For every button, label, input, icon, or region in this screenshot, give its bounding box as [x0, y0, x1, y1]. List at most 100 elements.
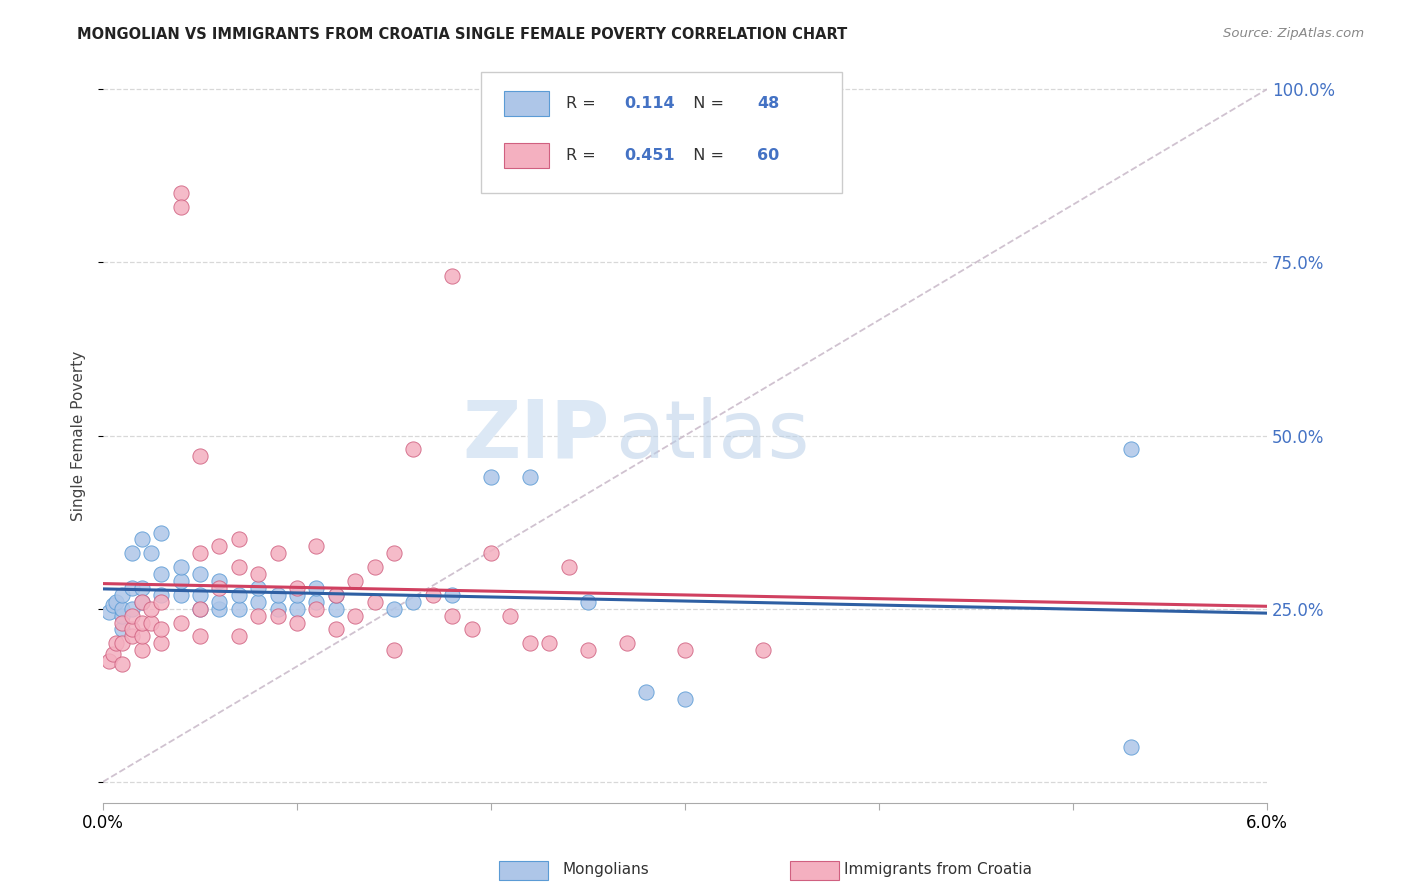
Point	[188, 567, 211, 582]
Point	[188, 450, 211, 464]
Point	[519, 470, 541, 484]
Point	[228, 588, 250, 602]
Point	[111, 608, 134, 623]
Point	[382, 546, 405, 560]
Point	[325, 601, 347, 615]
Point	[285, 588, 308, 602]
Point	[673, 643, 696, 657]
Point	[208, 574, 231, 588]
Point	[111, 615, 134, 630]
Point	[169, 200, 191, 214]
Bar	[505, 91, 548, 116]
Point	[150, 567, 173, 582]
Point	[150, 636, 173, 650]
Point	[111, 636, 134, 650]
Point	[479, 546, 502, 560]
Point	[97, 605, 120, 619]
Point	[751, 643, 773, 657]
Point	[169, 186, 191, 201]
Point	[228, 601, 250, 615]
Point	[121, 608, 143, 623]
Text: MONGOLIAN VS IMMIGRANTS FROM CROATIA SINGLE FEMALE POVERTY CORRELATION CHART: MONGOLIAN VS IMMIGRANTS FROM CROATIA SIN…	[77, 27, 848, 42]
Point	[441, 269, 464, 284]
Point	[111, 657, 134, 671]
Point	[441, 588, 464, 602]
Point	[228, 629, 250, 643]
Point	[266, 546, 288, 560]
Point	[285, 581, 308, 595]
Point	[519, 636, 541, 650]
Point	[305, 581, 328, 595]
Point	[382, 643, 405, 657]
Point	[169, 574, 191, 588]
Point	[325, 588, 347, 602]
Point	[228, 533, 250, 547]
Point	[150, 588, 173, 602]
Point	[131, 533, 153, 547]
Point	[441, 608, 464, 623]
Text: atlas: atlas	[614, 397, 810, 475]
FancyBboxPatch shape	[481, 72, 842, 194]
Point	[131, 595, 153, 609]
Point	[188, 601, 211, 615]
Point	[325, 588, 347, 602]
Point	[616, 636, 638, 650]
Text: 0.114: 0.114	[624, 96, 675, 112]
Point	[169, 588, 191, 602]
Point	[188, 629, 211, 643]
Point	[188, 546, 211, 560]
Point	[344, 608, 367, 623]
Point	[101, 599, 124, 613]
Point	[208, 601, 231, 615]
Point	[576, 643, 599, 657]
Point	[422, 588, 444, 602]
Text: R =: R =	[567, 148, 600, 162]
Point	[344, 574, 367, 588]
Point	[121, 601, 143, 615]
Point	[208, 595, 231, 609]
Point	[105, 636, 128, 650]
Point	[208, 540, 231, 554]
Bar	[505, 143, 548, 168]
Point	[673, 691, 696, 706]
Text: R =: R =	[567, 96, 600, 112]
Point	[325, 623, 347, 637]
Point	[131, 629, 153, 643]
Point	[169, 560, 191, 574]
Point	[150, 525, 173, 540]
Point	[111, 588, 134, 602]
Point	[208, 581, 231, 595]
Point	[247, 595, 270, 609]
Point	[402, 595, 425, 609]
Point	[285, 615, 308, 630]
Point	[1119, 442, 1142, 457]
Point	[636, 685, 658, 699]
Point	[141, 615, 163, 630]
Point	[228, 560, 250, 574]
Text: Immigrants from Croatia: Immigrants from Croatia	[844, 863, 1032, 877]
Point	[499, 608, 522, 623]
Point	[363, 595, 385, 609]
Point	[1119, 740, 1142, 755]
Point	[141, 601, 163, 615]
Point	[111, 623, 134, 637]
Point	[266, 608, 288, 623]
Point	[121, 581, 143, 595]
Point	[150, 623, 173, 637]
Point	[363, 560, 385, 574]
Text: 60: 60	[756, 148, 779, 162]
Text: Source: ZipAtlas.com: Source: ZipAtlas.com	[1223, 27, 1364, 40]
Point	[305, 595, 328, 609]
Point	[131, 595, 153, 609]
Text: 0.451: 0.451	[624, 148, 675, 162]
Point	[121, 623, 143, 637]
Point	[150, 595, 173, 609]
Point	[402, 442, 425, 457]
Point	[97, 654, 120, 668]
Point	[188, 601, 211, 615]
Point	[305, 601, 328, 615]
Point	[111, 601, 134, 615]
Point	[121, 546, 143, 560]
Point	[266, 588, 288, 602]
Point	[576, 595, 599, 609]
